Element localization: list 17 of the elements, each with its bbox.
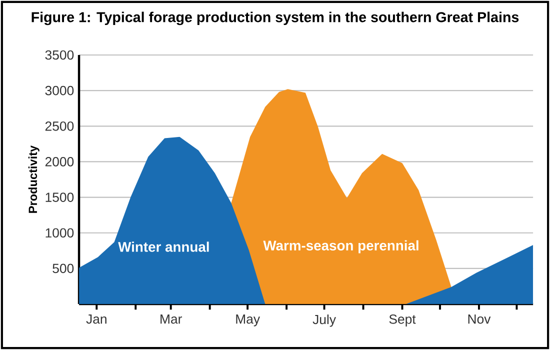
y-tick-label: 2000 bbox=[45, 157, 74, 166]
x-tick-label: Jan bbox=[86, 314, 106, 324]
x-tick-label: Sept bbox=[389, 314, 416, 326]
series-label: Warm-season perennial bbox=[263, 240, 418, 254]
y-tick-label: 2500 bbox=[45, 121, 74, 131]
x-tick-label: Nov bbox=[468, 314, 491, 324]
x-tick-label: Mar bbox=[160, 314, 182, 324]
x-tick-label: July bbox=[312, 314, 336, 327]
y-tick-label: 3500 bbox=[45, 50, 74, 60]
chart-title: Figure 1: Typical forage production system in the southern Great Plains bbox=[32, 12, 519, 26]
x-tick-label: May bbox=[236, 314, 260, 326]
y-tick-label: 1500 bbox=[46, 192, 74, 202]
y-tick-label: 1000 bbox=[46, 228, 74, 238]
y-axis-title: Productivity bbox=[28, 145, 40, 213]
y-tick-label: 3000 bbox=[45, 86, 74, 96]
series-label: Winter annual bbox=[118, 242, 209, 252]
y-tick-label: 500 bbox=[52, 264, 74, 274]
